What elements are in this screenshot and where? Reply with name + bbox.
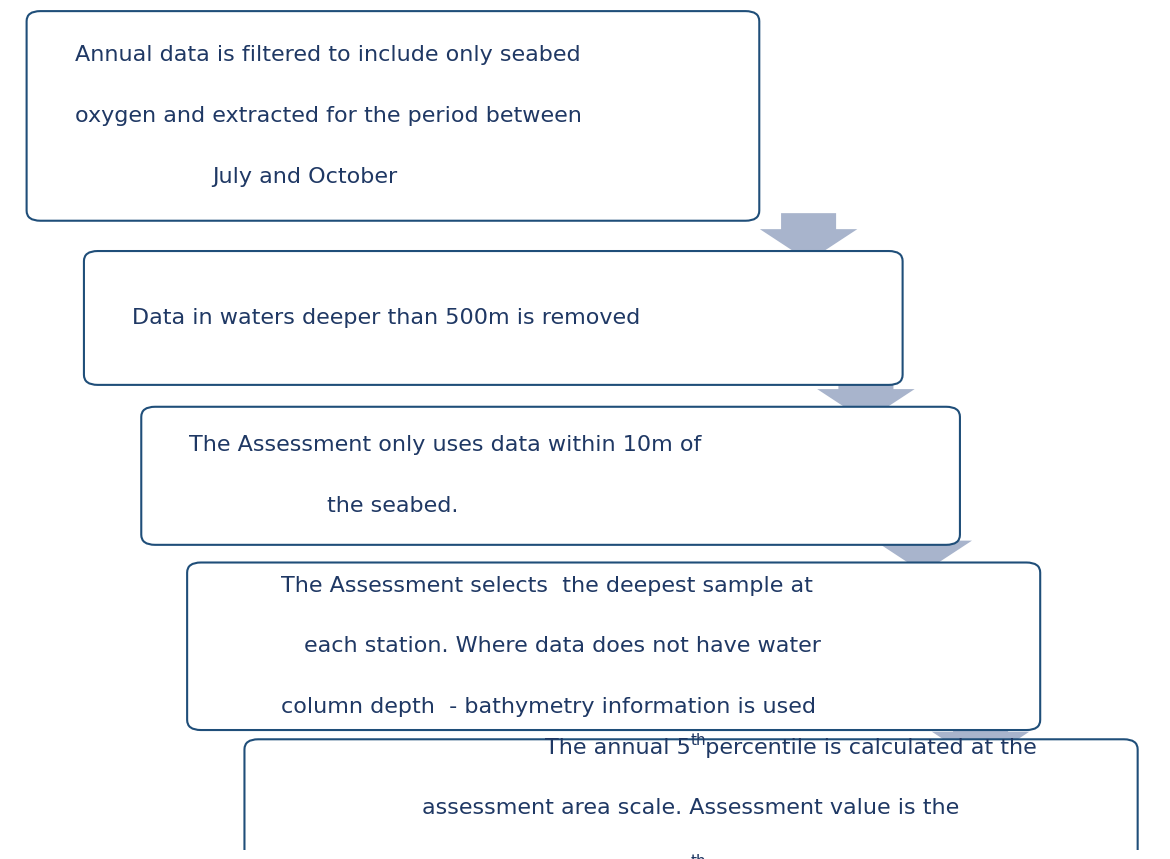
Text: The Assessment only uses data within 10m of: The Assessment only uses data within 10m… (190, 436, 702, 455)
FancyBboxPatch shape (187, 563, 1040, 730)
Text: The Assessment selects  the deepest sample at: The Assessment selects the deepest sampl… (281, 576, 813, 595)
Text: percentile is calculated at the: percentile is calculated at the (691, 738, 1037, 758)
Polygon shape (874, 537, 972, 573)
Text: column depth  - bathymetry information is used: column depth - bathymetry information is… (281, 697, 817, 717)
Text: th: th (691, 733, 707, 747)
FancyBboxPatch shape (27, 11, 759, 221)
Text: the seabed.: the seabed. (326, 497, 459, 516)
FancyBboxPatch shape (84, 251, 902, 385)
Text: each station. Where data does not have water: each station. Where data does not have w… (304, 637, 821, 656)
Polygon shape (817, 377, 915, 421)
Text: assessment area scale. Assessment value is the: assessment area scale. Assessment value … (422, 798, 959, 819)
Polygon shape (759, 213, 858, 261)
FancyBboxPatch shape (142, 407, 959, 545)
Text: The annual 5: The annual 5 (545, 738, 691, 758)
Text: oxygen and extracted for the period between: oxygen and extracted for the period betw… (75, 106, 581, 126)
Polygon shape (931, 722, 1030, 764)
Text: Annual data is filtered to include only seabed: Annual data is filtered to include only … (75, 46, 580, 65)
Text: Data in waters deeper than 500m is removed: Data in waters deeper than 500m is remov… (132, 308, 640, 328)
Text: July and October: July and October (212, 167, 398, 186)
Text: th: th (691, 854, 707, 859)
FancyBboxPatch shape (245, 740, 1137, 859)
